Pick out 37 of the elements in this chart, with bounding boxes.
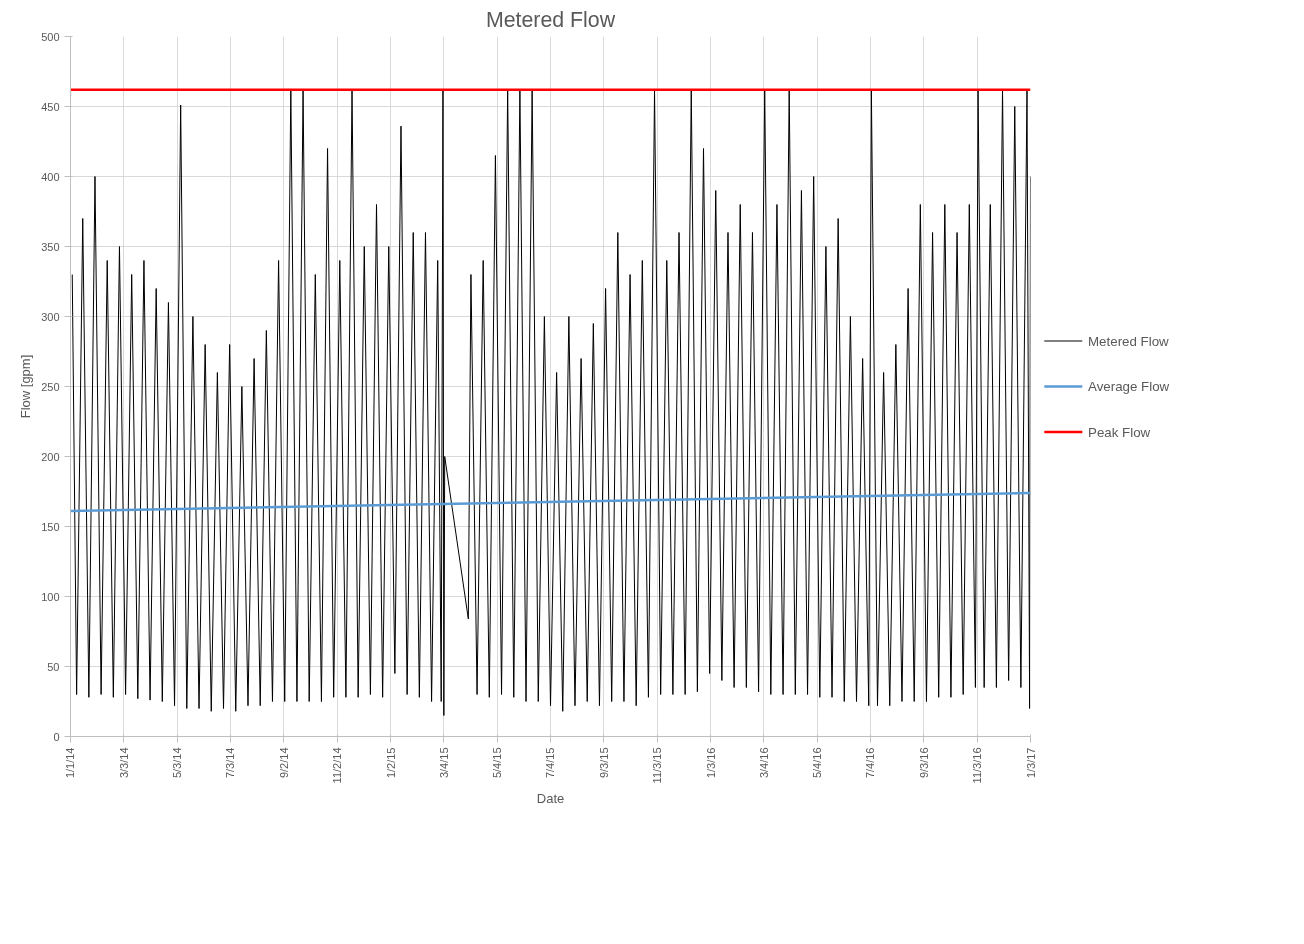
y-tick-label: 0 [53,730,60,743]
y-tick-label: 250 [41,380,60,393]
x-tick-label: 3/4/16 [757,747,770,779]
legend-label: Peak Flow [1088,424,1151,440]
x-tick-label: 11/2/14 [331,747,344,784]
line-series [71,89,1031,716]
y-tick-label: 450 [41,100,60,113]
x-tick-label: 11/3/16 [971,747,984,784]
x-tick-label: 1/3/17 [1024,747,1037,779]
y-tick-label: 100 [41,590,60,603]
chart-title: Metered Flow [485,7,616,32]
x-tick-label: 7/4/16 [864,747,877,779]
y-tick-label: 350 [41,240,60,253]
y-tick-label: 400 [41,170,60,183]
x-tick-label: 9/3/15 [597,747,610,779]
x-tick-label: 5/4/15 [491,747,504,779]
x-tick-label: 5/4/16 [811,747,824,779]
legend-label: Metered Flow [1088,333,1170,349]
x-tick-label: 3/4/15 [437,747,450,779]
x-axis-title: Date [536,791,565,807]
y-tick-label: 150 [41,520,60,533]
x-tick-label: 7/3/14 [224,747,237,779]
y-tick-label: 500 [41,30,60,43]
x-tick-label: 3/3/14 [117,747,130,779]
x-tick-label: 7/4/15 [544,747,557,779]
x-tick-label: 11/3/15 [651,747,664,784]
legend-label: Average Flow [1088,379,1170,394]
y-tick-label: 50 [47,660,60,673]
y-axis-title: Flow [gpm] [18,354,34,419]
x-tick-label: 1/3/16 [704,747,717,779]
y-tick-label: 200 [41,450,60,463]
x-tick-label: 1/1/14 [64,747,77,779]
x-tick-label: 9/2/14 [277,747,290,779]
x-tick-label: 9/3/16 [917,747,930,779]
y-tick-label: 300 [41,310,60,323]
x-tick-label: 1/2/15 [384,747,397,779]
x-tick-label: 5/3/14 [171,747,184,779]
